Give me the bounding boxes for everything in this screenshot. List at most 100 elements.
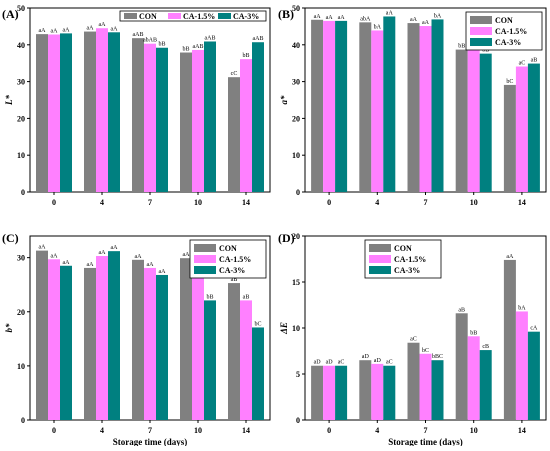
data-label: bC [254, 321, 261, 327]
legend-label: CON [394, 244, 412, 253]
data-label: aB [531, 58, 538, 64]
y-tick-label: 5 [296, 370, 300, 379]
bar-ca15-14 [515, 311, 528, 420]
bar-con-0 [36, 250, 48, 420]
y-tick-label: 30 [17, 78, 25, 87]
x-tick-label: 10 [194, 198, 202, 207]
data-label: aC [519, 61, 526, 67]
legend-label: CON [495, 16, 513, 25]
data-label: bC [506, 79, 513, 85]
bar-ca15-7 [419, 353, 432, 420]
data-label: aA [63, 27, 71, 33]
data-label: abAB [143, 38, 157, 44]
bar-con-0 [311, 365, 324, 420]
data-label: aA [39, 245, 47, 251]
bar-ca3-14 [252, 327, 264, 420]
y-tick-label: 0 [296, 416, 300, 425]
data-label: bC [422, 348, 429, 354]
bar-ca3-7 [156, 47, 168, 192]
data-label: aAB [133, 32, 144, 38]
x-tick-label: 0 [327, 426, 331, 435]
bar-ca3-7 [156, 274, 168, 420]
data-label: aD [362, 354, 370, 360]
bar-con-14 [228, 77, 240, 192]
panel-letter: (C) [2, 231, 19, 245]
x-axis-title: Storage time (days) [388, 437, 462, 446]
legend: CON CA-1.5% CA-3% [364, 239, 442, 279]
data-label: bB [242, 53, 249, 59]
legend-label: CA-3% [233, 12, 259, 21]
data-label: aA [147, 262, 155, 268]
bar-ca3-4 [108, 32, 120, 193]
legend-label: CA-3% [219, 266, 245, 275]
bar-ca3-0 [335, 365, 348, 420]
bar-ca3-7 [431, 360, 444, 420]
y-tick-label: 30 [17, 254, 25, 263]
bar-ca15-4 [96, 28, 108, 192]
legend-label: CA-1.5% [219, 255, 251, 264]
data-label: cC [231, 71, 238, 77]
legend-swatch [218, 13, 231, 19]
legend-swatch [124, 13, 137, 19]
data-label: aA [111, 26, 119, 32]
bar-con-0 [311, 19, 324, 192]
data-label: aA [99, 22, 107, 28]
data-label: aA [63, 260, 71, 266]
bar-con-14 [503, 259, 516, 420]
x-axis-title: Storage time (days) [113, 437, 187, 446]
x-tick-label: 14 [242, 198, 250, 207]
data-label: aAB [253, 36, 264, 42]
bar-ca15-0 [48, 259, 60, 420]
y-axis-title: b* [4, 323, 14, 333]
bar-con-10 [455, 313, 468, 420]
bar-con-0 [36, 34, 48, 193]
bar-ca15-7 [144, 43, 156, 192]
data-label: bB [470, 330, 477, 336]
bar-ca3-0 [335, 20, 348, 192]
bar-con-4 [84, 31, 96, 192]
data-label: aA [422, 20, 430, 26]
bar-con-7 [132, 38, 144, 193]
legend-label: CA-1.5% [183, 12, 215, 21]
data-label: bA [434, 13, 442, 19]
bar-ca15-7 [144, 267, 156, 420]
data-label: aB [458, 307, 465, 313]
panel-letter: (A) [2, 7, 19, 21]
bar-ca15-10 [192, 274, 204, 420]
data-label: aA [51, 253, 59, 259]
legend: CON CA-1.5% CA-3% [189, 239, 267, 279]
bar-ca3-4 [383, 16, 396, 192]
x-tick-label: 4 [100, 198, 104, 207]
data-label: aA [111, 245, 119, 251]
data-label: aA [87, 262, 95, 268]
data-label: aA [410, 17, 418, 23]
y-tick-label: 0 [21, 188, 25, 197]
y-tick-label: 10 [17, 362, 25, 371]
data-label: aD [326, 360, 334, 366]
x-tick-label: 0 [52, 198, 56, 207]
y-tick-label: 15 [292, 278, 300, 287]
legend-label: CA-1.5% [394, 255, 426, 264]
data-label: bBC [432, 354, 443, 360]
x-tick-label: 10 [194, 426, 202, 435]
chart-panel-3: (C)0102030b*0aAaAaA4aAaAaA7aAaAaA10aAaAb… [2, 231, 271, 447]
data-label: aAB [205, 35, 216, 41]
x-tick-label: 4 [375, 426, 379, 435]
y-tick-label: 50 [17, 4, 25, 13]
data-label: bB [458, 44, 465, 50]
bar-ca15-7 [419, 26, 432, 193]
bar-ca3-14 [527, 63, 540, 193]
y-tick-label: 50 [292, 4, 300, 13]
data-label: aA [183, 252, 191, 258]
data-label: abA [360, 16, 371, 22]
x-tick-label: 4 [100, 426, 104, 435]
x-tick-label: 10 [470, 426, 478, 435]
legend-swatch [194, 244, 216, 252]
y-tick-label: 10 [292, 324, 300, 333]
x-tick-label: 14 [242, 426, 250, 435]
data-label: aA [135, 254, 143, 260]
data-label: cB [482, 344, 489, 350]
